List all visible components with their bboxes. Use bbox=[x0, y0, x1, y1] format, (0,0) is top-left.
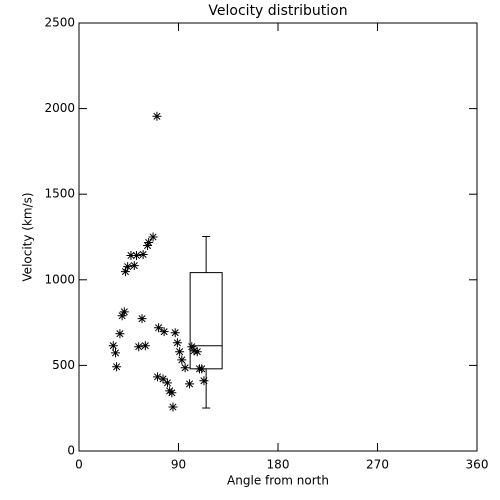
asterisk-point bbox=[162, 378, 172, 388]
asterisk-point bbox=[199, 376, 209, 386]
y-tick-label: 1000 bbox=[44, 272, 75, 286]
asterisk-point bbox=[170, 328, 180, 338]
x-tick-label: 360 bbox=[466, 458, 489, 472]
asterisk-point bbox=[140, 341, 150, 351]
asterisk-point bbox=[108, 341, 118, 351]
asterisk-point bbox=[154, 323, 164, 333]
asterisk-point bbox=[110, 348, 120, 358]
asterisk-point bbox=[117, 311, 127, 321]
asterisk-point bbox=[167, 388, 177, 398]
asterisk-point bbox=[187, 342, 197, 352]
asterisk-point bbox=[131, 250, 141, 260]
chart-title: Velocity distribution bbox=[208, 3, 347, 19]
x-tick-label: 0 bbox=[75, 458, 83, 472]
plot-frame bbox=[78, 22, 478, 452]
asterisk-point bbox=[192, 347, 202, 357]
asterisk-point bbox=[119, 307, 129, 317]
x-tick-label: 180 bbox=[267, 458, 290, 472]
asterisk-point bbox=[115, 329, 125, 339]
asterisk-point bbox=[152, 111, 162, 121]
y-tick-label: 1500 bbox=[44, 187, 75, 201]
asterisk-point bbox=[137, 314, 147, 324]
asterisk-point bbox=[158, 374, 168, 384]
y-tick-label: 2000 bbox=[44, 101, 75, 115]
y-tick-label: 500 bbox=[52, 358, 75, 372]
asterisk-point bbox=[185, 379, 195, 389]
asterisk-point bbox=[148, 232, 158, 242]
asterisk-point bbox=[152, 372, 162, 382]
y-tick-label: 0 bbox=[67, 444, 75, 458]
y-axis-label: Velocity (km/s) bbox=[21, 192, 35, 281]
x-axis-label: Angle from north bbox=[227, 474, 329, 488]
x-tick-label: 90 bbox=[171, 458, 186, 472]
asterisk-point bbox=[177, 355, 187, 365]
asterisk-point bbox=[126, 250, 136, 260]
asterisk-point bbox=[159, 327, 169, 337]
asterisk-point bbox=[144, 237, 154, 247]
asterisk-point bbox=[180, 363, 190, 373]
asterisk-point bbox=[172, 338, 182, 348]
box-body bbox=[189, 272, 223, 370]
asterisk-point bbox=[123, 262, 133, 272]
asterisk-point bbox=[129, 261, 139, 271]
asterisk-point bbox=[168, 402, 178, 412]
asterisk-point bbox=[112, 362, 122, 372]
asterisk-point bbox=[175, 347, 185, 357]
y-tick-label: 2500 bbox=[44, 16, 75, 30]
asterisk-point bbox=[134, 342, 144, 352]
asterisk-point bbox=[120, 267, 130, 277]
x-tick-label: 270 bbox=[366, 458, 389, 472]
asterisk-point bbox=[138, 249, 148, 259]
asterisk-point bbox=[189, 346, 199, 356]
asterisk-point bbox=[143, 241, 153, 251]
